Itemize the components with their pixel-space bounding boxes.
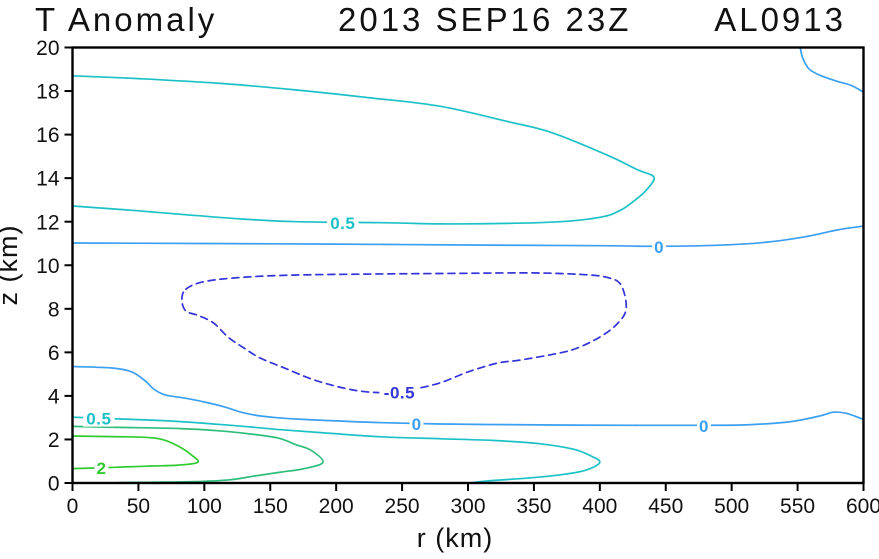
contour-labels-group: 0.5 0 -0.5 0 0 0.5 2 [83, 214, 711, 478]
y-tick-label: 10 [36, 255, 59, 278]
x-tick-label: 500 [714, 495, 749, 518]
contour-line-green-2-lower [72, 435, 200, 470]
plot-title-variable: T Anomaly [35, 1, 217, 38]
x-tick-label: 300 [450, 495, 485, 518]
x-tick-label: 200 [319, 495, 354, 518]
y-tick-label: 18 [36, 81, 59, 104]
y-tick-label: 0 [48, 473, 60, 496]
contour-label: 0.5 [86, 410, 111, 429]
x-tick-label: 50 [127, 495, 150, 518]
x-tick-label: 450 [648, 495, 683, 518]
x-axis-title: r (km) [417, 523, 493, 553]
y-tick-label: 16 [36, 124, 59, 147]
y-tick-label: 12 [36, 211, 59, 234]
contour-line-blue-0-lower [72, 365, 864, 427]
contour-label: 0 [412, 415, 422, 434]
contour-line-cyan-0.5-upper-tongue [72, 74, 656, 225]
x-tick-label: 600 [846, 495, 879, 518]
contour-line-cyan-0.5-lower [72, 416, 601, 483]
contour-label-mask [652, 237, 667, 255]
contour-line-dashed-neg0.5-midlevel [181, 271, 628, 394]
contour-label-mask [83, 409, 115, 427]
contour-lines-group [72, 47, 864, 483]
contour-label: 0 [654, 238, 664, 257]
plot-title-datetime: 2013 SEP16 23Z [338, 1, 631, 38]
x-tick-label: 0 [67, 495, 79, 518]
y-axis-title: z (km) [0, 225, 23, 306]
y-tick-label: 6 [48, 342, 60, 365]
contour-label: -0.5 [384, 383, 415, 402]
x-tick-label: 350 [516, 495, 551, 518]
contour-line-blue-0-upper [72, 225, 864, 248]
plot-title-storm-id: AL0913 [714, 1, 846, 38]
x-tick-label: 100 [187, 495, 222, 518]
y-tick-label: 14 [36, 168, 60, 191]
contour-label-mask [327, 214, 359, 232]
y-tick-label: 2 [48, 429, 60, 452]
contour-label-mask [94, 459, 109, 477]
x-tick-label: 250 [385, 495, 420, 518]
y-tick-label: 8 [48, 298, 60, 321]
contour-label-mask [697, 416, 711, 434]
x-tick-label: 550 [780, 495, 815, 518]
axes-group: 0 50 100 150 200 250 300 350 400 450 500 550 6000246… [36, 37, 879, 518]
y-tick-label: 20 [36, 37, 59, 60]
contour-label-mask [409, 415, 424, 433]
x-tick-label: 150 [253, 495, 288, 518]
contour-label: 0 [699, 417, 709, 436]
contour-line-seagreen-1-lower [72, 425, 324, 483]
contour-label: 0.5 [330, 214, 355, 233]
plot-frame [71, 46, 865, 485]
contour-line-blue-0-top-right [799, 47, 864, 93]
y-tick-label: 4 [48, 385, 60, 408]
contour-label: 2 [97, 459, 107, 478]
x-tick-label: 400 [582, 495, 617, 518]
contour-label-mask [379, 383, 420, 401]
